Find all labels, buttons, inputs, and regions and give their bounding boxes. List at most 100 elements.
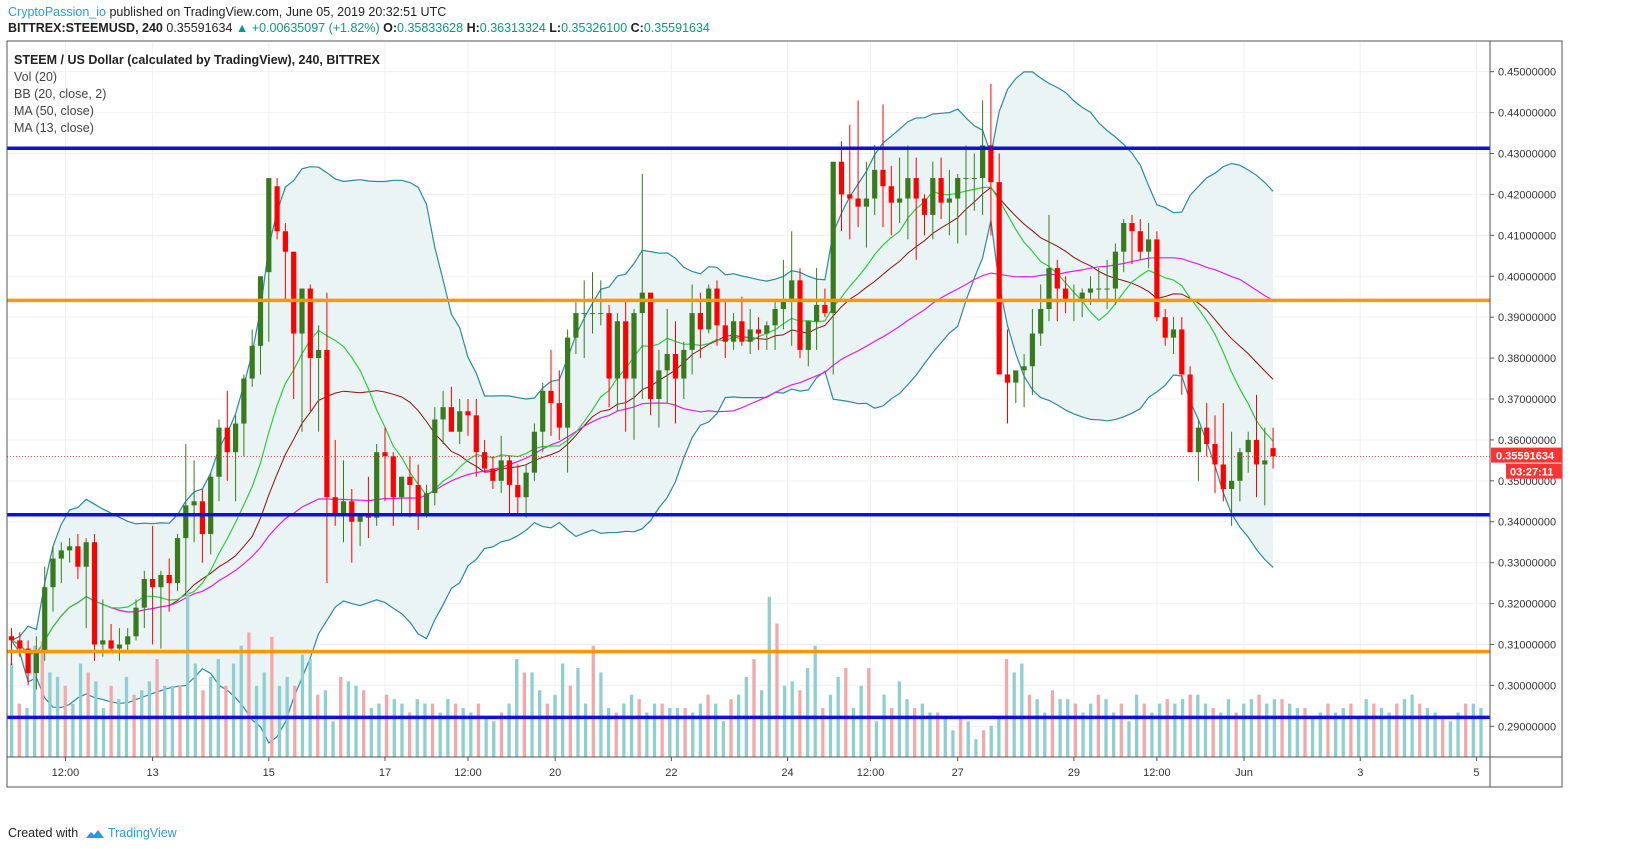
- chart-title: STEEM / US Dollar (calculated by Trading…: [14, 53, 380, 67]
- volume-bar: [660, 703, 664, 757]
- volume-bar: [1372, 703, 1376, 757]
- candle-body: [714, 288, 720, 326]
- legend-item-bb[interactable]: BB (20, close, 2): [14, 87, 107, 101]
- volume-bar: [813, 645, 817, 757]
- candle-body: [116, 644, 122, 649]
- volume-bar: [1272, 699, 1277, 757]
- volume-bar: [538, 690, 542, 757]
- candle-body: [672, 353, 679, 379]
- candle-body: [722, 325, 728, 342]
- time-tick-label: 20: [549, 767, 561, 779]
- candle-body: [697, 313, 703, 330]
- volume-bar: [316, 694, 320, 757]
- volume-bar: [859, 685, 863, 757]
- candle-body: [872, 169, 878, 199]
- candle-body: [764, 325, 770, 334]
- volume-bar: [545, 703, 549, 757]
- candle-body: [1262, 460, 1268, 465]
- volume-bar: [737, 694, 741, 757]
- candle-body: [58, 550, 64, 559]
- candle-body: [1187, 374, 1193, 453]
- volume-bar: [1226, 699, 1231, 757]
- legend-item-volume[interactable]: Vol (20): [14, 70, 58, 84]
- candle-body: [930, 178, 936, 215]
- candle-body: [282, 231, 288, 252]
- candle-body: [349, 501, 355, 522]
- candle-body: [91, 542, 98, 645]
- candle-body: [888, 186, 894, 203]
- volume-bar: [1295, 708, 1299, 757]
- volume-bar: [1379, 708, 1384, 757]
- candle-body: [50, 558, 56, 588]
- price-axis[interactable]: 0.45000000 0.44000000 0.43000000 0.42000000…: [1490, 67, 1562, 734]
- candle-body: [946, 198, 952, 203]
- candle-body: [565, 337, 571, 428]
- volume-bar: [844, 667, 848, 757]
- volume-bar: [117, 699, 121, 757]
- candle-body: [1096, 288, 1102, 290]
- volume-bar: [48, 672, 52, 757]
- time-tick-label: 3: [1357, 767, 1363, 779]
- candle-body: [805, 321, 811, 350]
- candle-body: [83, 542, 89, 567]
- volume-bar: [17, 703, 21, 757]
- volume-bar: [71, 703, 75, 757]
- created-with-text: Created with: [8, 826, 79, 840]
- volume-bar: [469, 712, 473, 757]
- candle-body: [938, 178, 944, 203]
- candle-body: [1253, 439, 1260, 465]
- volume-bar: [913, 708, 917, 757]
- volume-bar: [1012, 672, 1016, 757]
- volume-bar: [974, 739, 978, 757]
- published-text: published on TradingView.com, June 05, 2…: [109, 5, 447, 19]
- candle-body: [307, 288, 313, 359]
- volume-bar: [178, 685, 182, 757]
- volume-bar: [392, 699, 396, 757]
- candle-body: [266, 178, 272, 273]
- volume-bar: [1479, 708, 1483, 757]
- price-tick-label: 0.37000000: [1498, 394, 1556, 406]
- candle-body: [1063, 288, 1069, 301]
- candle-body: [382, 452, 388, 457]
- volume-bar: [1288, 703, 1292, 757]
- candle-body: [274, 186, 280, 232]
- volume-bar: [767, 596, 771, 757]
- author-link[interactable]: CryptoPassion_io: [8, 5, 106, 19]
- candle-body: [664, 353, 670, 371]
- candle-body: [523, 472, 529, 498]
- price-tick-label: 0.36000000: [1498, 435, 1556, 447]
- candle-body: [1204, 427, 1210, 445]
- candle-body: [1112, 251, 1118, 289]
- volume-bar: [262, 672, 266, 757]
- candle-body: [133, 607, 139, 637]
- volume-bar: [461, 708, 465, 757]
- candle-body: [1046, 268, 1052, 309]
- low-label: L:: [549, 21, 562, 35]
- candle-body: [639, 292, 645, 314]
- candle-body: [407, 476, 413, 485]
- volume-bar: [1081, 712, 1085, 757]
- volume-bar: [1150, 712, 1154, 757]
- footer: Created with TradingView: [8, 826, 177, 840]
- bollinger-lower-line: [11, 220, 1274, 744]
- volume-bar: [224, 685, 228, 757]
- tradingview-link[interactable]: TradingView: [107, 826, 177, 840]
- candle-body: [374, 452, 380, 518]
- volume-bar: [293, 685, 297, 757]
- volume-bar: [239, 645, 243, 757]
- candle-body: [166, 574, 172, 584]
- candle-body: [465, 411, 471, 416]
- candle-body: [755, 329, 762, 334]
- time-axis[interactable]: 12:00 13 15 17 12:00 20 22 24 12:00 27 29 12:00 Jun 3…: [52, 757, 1480, 779]
- legend-item-ma13[interactable]: MA (13, close): [14, 121, 94, 135]
- volume-bar: [622, 703, 626, 757]
- candle-body: [8, 636, 15, 641]
- volume-bar: [1303, 708, 1307, 757]
- time-tick-label: 29: [1068, 767, 1080, 779]
- volume-bar: [1127, 721, 1131, 757]
- candle-body: [42, 587, 48, 653]
- volume-bar: [890, 708, 894, 757]
- legend-item-ma50[interactable]: MA (50, close): [14, 104, 94, 118]
- price-tick-label: 0.43000000: [1498, 149, 1556, 161]
